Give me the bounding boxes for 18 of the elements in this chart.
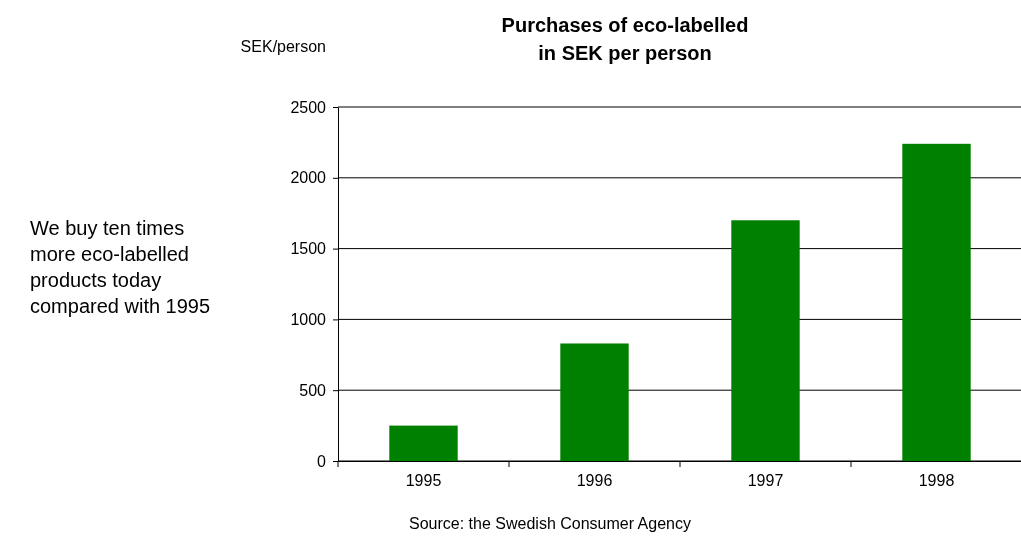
source-note: Source: the Swedish Consumer Agency [409,515,691,532]
x-tick-label: 1995 [405,472,442,490]
y-axis-title: SEK/person [240,38,326,55]
x-tick-label: 1997 [747,472,784,490]
y-tick-label: 1000 [290,311,327,329]
x-tick-label: 1996 [576,472,613,490]
y-tick-label: 2000 [290,169,327,187]
y-tick-label: 1500 [290,240,327,258]
bar [560,343,629,461]
text: We buy ten times more eco-labelled products today compared with 1995 [30,217,211,317]
x-tick-label: 1998 [918,472,955,490]
chart-title: Purchases of eco-labelled in SEK per person [501,14,749,64]
bar [731,220,800,461]
y-tick-label: 2500 [290,98,327,116]
bar [389,425,458,461]
bar [902,143,971,461]
y-tick-label: 500 [299,381,327,399]
y-tick-label: 0 [317,452,327,470]
